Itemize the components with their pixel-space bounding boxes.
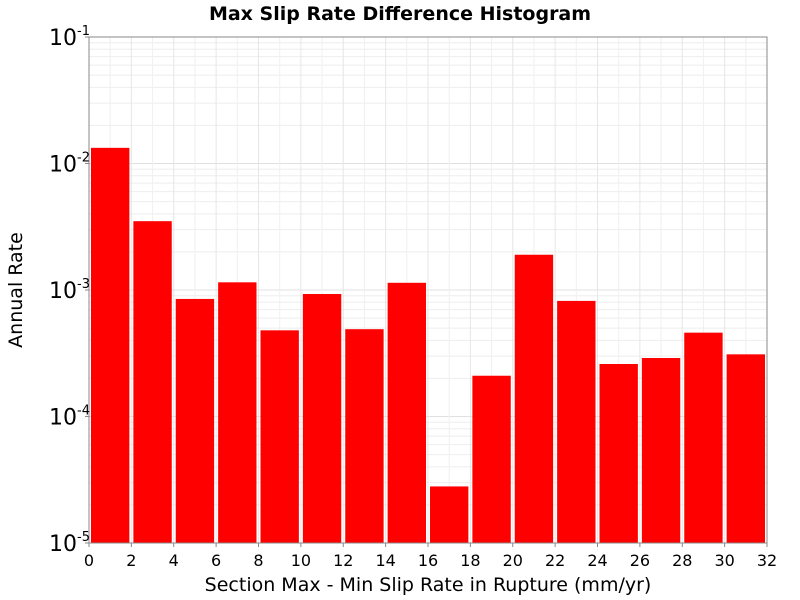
- histogram-bar: [218, 282, 257, 543]
- x-tick-label: 16: [418, 551, 438, 570]
- histogram-bar: [260, 330, 299, 543]
- histogram-bar: [726, 354, 765, 543]
- histogram-bar: [599, 364, 638, 543]
- y-tick-exponent: -4: [77, 404, 90, 419]
- x-tick-label: 32: [757, 551, 777, 570]
- x-tick-label: 14: [375, 551, 395, 570]
- bars: [91, 147, 765, 543]
- histogram-bar: [684, 332, 723, 543]
- histogram-bar: [91, 147, 130, 543]
- y-tick-label: 10-4: [49, 404, 90, 431]
- histogram-bar: [133, 221, 172, 543]
- histogram-bar: [472, 375, 511, 543]
- y-tick-label: 10-2: [49, 151, 90, 178]
- x-tick-label: 10: [291, 551, 311, 570]
- x-tick-label: 2: [126, 551, 136, 570]
- x-tick-label: 22: [545, 551, 565, 570]
- x-tick-label: 18: [460, 551, 480, 570]
- x-axis-label: Section Max - Min Slip Rate in Rupture (…: [205, 574, 652, 596]
- x-tick-label: 26: [630, 551, 650, 570]
- histogram-bar: [641, 358, 681, 543]
- x-tick-label: 0: [84, 551, 94, 570]
- x-tick-label: 24: [587, 551, 607, 570]
- y-axis-ticks: 10-510-410-310-210-1: [49, 24, 90, 557]
- x-tick-label: 8: [253, 551, 263, 570]
- x-axis-ticks: 0 2 4 6 8 10 12 14 16 18 20 22 24 26 28 30 32: [84, 543, 777, 570]
- x-tick-label: 4: [169, 551, 179, 570]
- x-tick-label: 6: [211, 551, 221, 570]
- x-tick-label: 20: [503, 551, 523, 570]
- y-tick-exponent: -1: [77, 24, 90, 39]
- y-tick-exponent: -2: [77, 151, 90, 166]
- y-tick-label: 10-3: [49, 277, 90, 304]
- histogram-bar: [387, 282, 426, 543]
- chart-title: Max Slip Rate Difference Histogram: [209, 3, 591, 25]
- x-tick-label: 30: [714, 551, 734, 570]
- histogram-bar: [175, 298, 215, 543]
- x-tick-label: 12: [333, 551, 353, 570]
- histogram-bar: [302, 293, 342, 543]
- histogram-bar: [430, 486, 469, 543]
- x-tick-label: 28: [672, 551, 692, 570]
- histogram-bar: [557, 300, 596, 543]
- y-tick-exponent: -5: [77, 530, 90, 545]
- y-tick-label: 10-1: [49, 24, 90, 51]
- y-axis-label: Annual Rate: [5, 232, 27, 348]
- histogram-bar: [345, 329, 384, 543]
- y-tick-exponent: -3: [77, 277, 90, 292]
- histogram-bar: [514, 254, 554, 543]
